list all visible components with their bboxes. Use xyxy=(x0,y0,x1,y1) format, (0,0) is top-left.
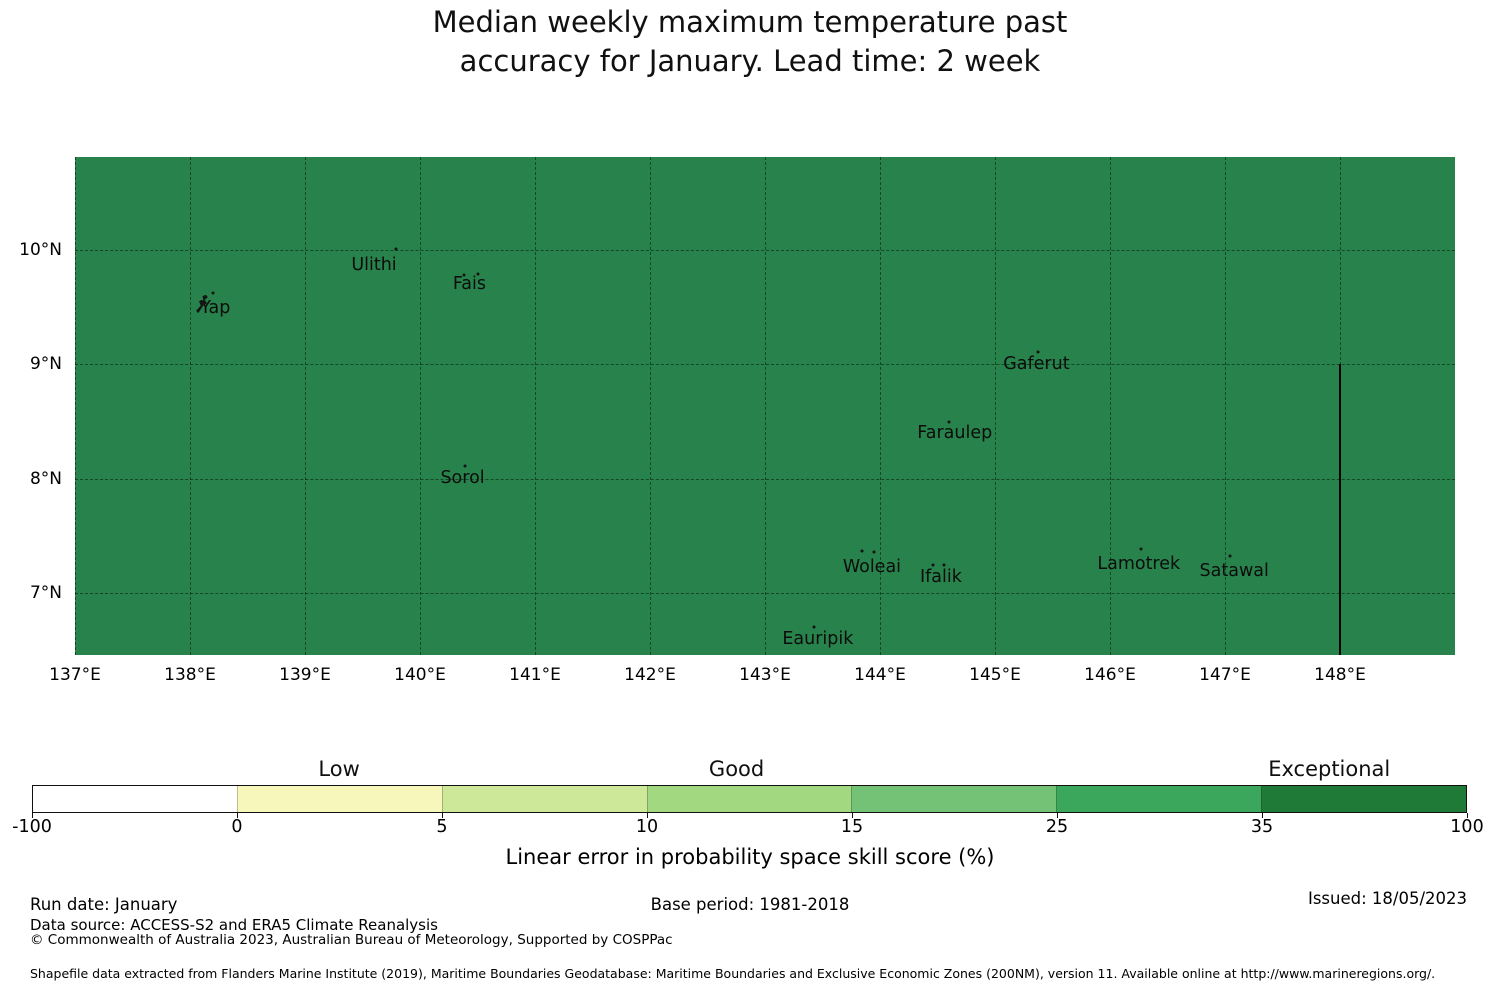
gridline-latitude xyxy=(75,478,1455,480)
gridline-longitude xyxy=(995,157,996,655)
island-marker-dot xyxy=(931,563,935,567)
x-axis-tick-label: 148°E xyxy=(1314,665,1366,685)
gridline-longitude xyxy=(420,157,421,655)
colorbar-tick xyxy=(32,813,33,818)
gridline-latitude xyxy=(75,593,1455,595)
colorbar-segment xyxy=(851,786,1057,812)
island-marker-dot xyxy=(462,273,466,277)
colorbar-tick xyxy=(1057,813,1058,818)
shapefile-attribution-text: Shapefile data extracted from Flanders M… xyxy=(30,966,1436,981)
colorbar-tick-label: 10 xyxy=(635,817,659,837)
x-axis-tick-label: 142°E xyxy=(624,665,676,685)
gridline-latitude xyxy=(75,364,1455,366)
colorbar-zone-label: Exceptional xyxy=(1268,757,1391,781)
island-marker-dot xyxy=(860,549,864,553)
colorbar-segment xyxy=(33,786,237,812)
colorbar-tick-label: 100 xyxy=(1450,817,1484,837)
island-label: Ulithi xyxy=(351,254,397,275)
colorbar-tick-label: 35 xyxy=(1250,817,1274,837)
x-axis-tick-label: 143°E xyxy=(739,665,791,685)
island-label: Sorol xyxy=(440,467,485,488)
colorbar-tick-label: 5 xyxy=(436,817,448,837)
island-marker-dot xyxy=(211,291,215,295)
base-period-text: Base period: 1981-2018 xyxy=(650,895,850,914)
gridline-longitude xyxy=(1225,157,1226,655)
island-marker-dot xyxy=(1036,350,1040,354)
run-date-text: Run date: January xyxy=(30,895,178,914)
colorbar-tick xyxy=(1467,813,1468,818)
gridline-longitude xyxy=(880,157,881,655)
island-label: Faraulep xyxy=(917,423,993,444)
chart-title: Median weekly maximum temperature past a… xyxy=(432,5,1068,78)
colorbar-tick-label: -100 xyxy=(12,817,52,837)
island-label: Woleai xyxy=(842,557,902,578)
island-marker-dot xyxy=(476,272,479,276)
colorbar-tick-label: 0 xyxy=(231,817,243,837)
gridline-longitude xyxy=(535,157,536,655)
x-axis-tick-label: 137°E xyxy=(49,665,101,685)
x-axis-tick-label: 147°E xyxy=(1199,665,1251,685)
gridline-longitude xyxy=(650,157,651,655)
x-axis-tick-label: 140°E xyxy=(394,665,446,685)
y-axis-tick-label: 8°N xyxy=(29,468,62,489)
island-marker-dot xyxy=(942,563,946,567)
colorbar-tick xyxy=(852,813,853,818)
y-axis-tick-label: 10°N xyxy=(19,239,62,260)
colorbar-tick xyxy=(647,813,648,818)
colorbar-zone-label: Low xyxy=(318,757,360,781)
island-label: Lamotrek xyxy=(1097,553,1181,574)
x-axis-tick-label: 141°E xyxy=(509,665,561,685)
colorbar-caption: Linear error in probability space skill … xyxy=(505,845,995,869)
colorbar-segment xyxy=(646,786,852,812)
island-marker-dot xyxy=(1228,554,1232,558)
island-label: Fais xyxy=(452,274,487,295)
x-axis-tick-label: 138°E xyxy=(164,665,216,685)
colorbar-segment xyxy=(1056,786,1262,812)
gridline-longitude xyxy=(75,157,76,655)
data-source-text: Data source: ACCESS-S2 and ERA5 Climate … xyxy=(30,916,438,934)
island-label: Gaferut xyxy=(1003,354,1070,375)
island-label: Eauripik xyxy=(782,629,854,650)
colorbar-tick xyxy=(237,813,238,818)
colorbar-tick xyxy=(442,813,443,818)
issued-date-text: Issued: 18/05/2023 xyxy=(1307,889,1467,908)
map-canvas: Ulithi Fais Yap Gaferut Faraulep Sorol Woleai I… xyxy=(75,157,1455,655)
gridline-longitude xyxy=(765,157,766,655)
colorbar xyxy=(32,785,1467,813)
island-marker-dot xyxy=(463,464,467,468)
island-label: Satawal xyxy=(1199,560,1269,581)
colorbar-tick xyxy=(1262,813,1263,818)
y-axis-tick-label: 7°N xyxy=(29,583,62,604)
gridline-longitude xyxy=(305,157,306,655)
island-marker-dot xyxy=(872,550,876,554)
copyright-text: © Commonwealth of Australia 2023, Austra… xyxy=(30,932,673,948)
colorbar-tick-label: 15 xyxy=(840,817,864,837)
y-axis-tick-label: 9°N xyxy=(29,354,62,375)
island-marker-dot xyxy=(812,625,816,629)
gridline-longitude xyxy=(190,157,191,655)
gridline-latitude xyxy=(75,249,1455,251)
island-marker-dot xyxy=(1139,547,1143,551)
island-label: Yap xyxy=(200,298,231,319)
island-marker-dot xyxy=(394,247,398,251)
colorbar-segment xyxy=(441,786,647,812)
x-axis-tick-label: 139°E xyxy=(279,665,331,685)
island-label: Ifalik xyxy=(919,567,962,588)
x-axis-tick-label: 145°E xyxy=(969,665,1021,685)
x-axis-tick-label: 146°E xyxy=(1084,665,1136,685)
eez-boundary-line xyxy=(1339,364,1341,655)
x-axis-tick-label: 144°E xyxy=(854,665,906,685)
island-marker-dot xyxy=(947,420,951,424)
colorbar-segment xyxy=(1261,786,1467,812)
colorbar-zone-label: Good xyxy=(708,757,765,781)
colorbar-segment xyxy=(236,786,442,812)
colorbar-tick-label: 25 xyxy=(1045,817,1069,837)
gridline-longitude xyxy=(1110,157,1111,655)
